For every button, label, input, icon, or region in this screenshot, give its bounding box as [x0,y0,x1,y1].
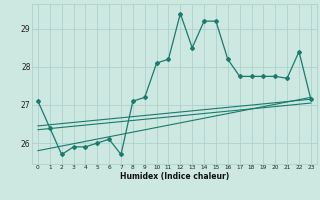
X-axis label: Humidex (Indice chaleur): Humidex (Indice chaleur) [120,172,229,181]
